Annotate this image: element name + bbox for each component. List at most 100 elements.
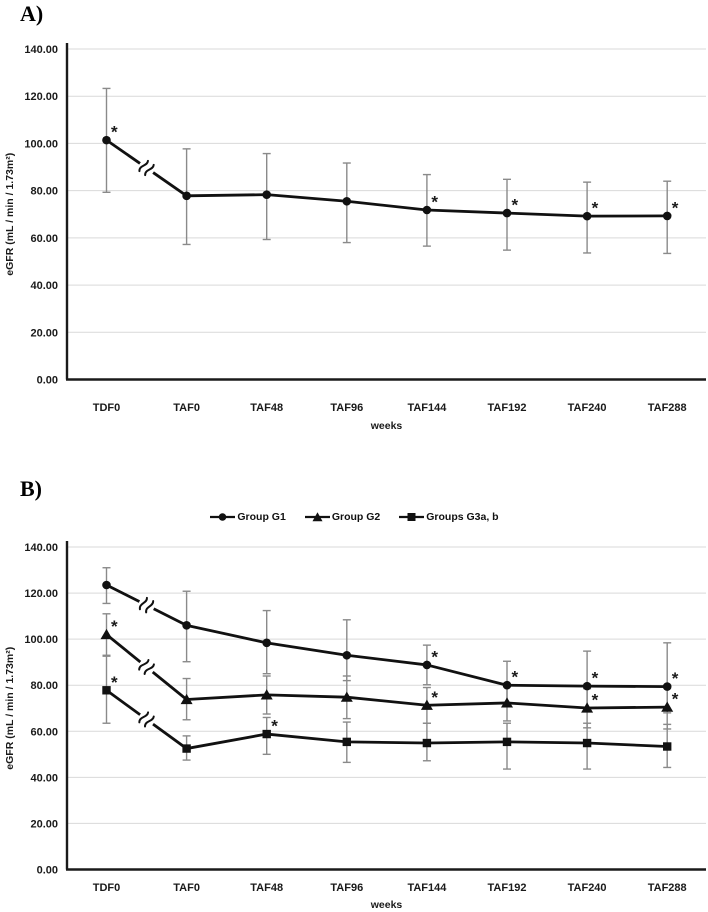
triangle-marker-icon [304, 512, 330, 522]
svg-text:TAF288: TAF288 [648, 882, 687, 894]
panel-a-line-chart: 140.00 120.00 100.00 80.00 60.00 40.00 20.00 0.… [4, 43, 706, 432]
svg-text:80.00: 80.00 [30, 680, 58, 692]
chart-a-axis-break-icon [137, 159, 156, 177]
data-point-marker [182, 621, 191, 630]
svg-text:60.00: 60.00 [30, 726, 58, 738]
svg-text:TAF288: TAF288 [648, 402, 687, 414]
data-point-marker [582, 738, 592, 748]
svg-text:TDF0: TDF0 [93, 402, 121, 414]
legend-item-group-g1: Group G1 [209, 511, 286, 523]
chart-b-series-3: ** [102, 673, 672, 753]
data-point-marker [502, 208, 512, 218]
svg-text:140.00: 140.00 [24, 44, 58, 56]
data-point-marker [100, 628, 113, 640]
data-point-marker [501, 697, 513, 708]
chart-a-y-tick-labels: 140.00 120.00 100.00 80.00 60.00 40.00 20.00 0.… [24, 44, 58, 387]
square-marker-icon [399, 513, 425, 521]
svg-text:TAF144: TAF144 [407, 402, 447, 414]
panel-b-legend: Group G1 Group G2 Groups G3a, b [0, 507, 708, 527]
svg-text:TAF240: TAF240 [568, 882, 607, 894]
svg-text:TAF144: TAF144 [407, 882, 447, 894]
legend-label-group-g1: Group G1 [237, 511, 286, 523]
data-point-marker [582, 681, 592, 691]
svg-text:140.00: 140.00 [24, 542, 58, 554]
svg-text:TAF192: TAF192 [488, 402, 527, 414]
legend-label-groups-g3ab: Groups G3a, b [426, 511, 499, 523]
legend-item-group-g2: Group G2 [304, 511, 380, 523]
significance-asterisk: * [672, 669, 679, 688]
chart-a-gridlines [67, 48, 706, 333]
data-point-marker [422, 205, 432, 215]
svg-text:TAF96: TAF96 [330, 882, 363, 894]
significance-asterisk: * [111, 123, 118, 142]
legend-label-group-g2: Group G2 [331, 511, 381, 523]
svg-text:80.00: 80.00 [30, 186, 58, 198]
data-point-marker [102, 580, 111, 590]
data-point-marker [182, 191, 191, 201]
chart-a-x-category-labels: TDF0 TAF0 TAF48 TAF96 TAF144 TAF192 TAF240 TAF2… [93, 402, 687, 414]
svg-text:TAF192: TAF192 [488, 882, 527, 894]
significance-asterisk: * [431, 193, 438, 212]
data-point-marker [102, 135, 111, 145]
svg-text:TAF0: TAF0 [173, 402, 200, 414]
svg-text:0.00: 0.00 [37, 375, 58, 387]
chart-a-axis-titles: weeks eGFR (mL / min / 1.73m²) [4, 153, 402, 432]
chart-b-series-1: * * * * [102, 580, 679, 691]
chart-b-axis-break-icon [137, 596, 156, 614]
significance-asterisk: * [512, 668, 519, 687]
svg-text:120.00: 120.00 [24, 588, 58, 600]
svg-text:TAF0: TAF0 [173, 882, 200, 894]
significance-asterisk: * [592, 199, 599, 218]
svg-text:40.00: 40.00 [30, 772, 58, 784]
svg-text:20.00: 20.00 [30, 818, 58, 830]
svg-text:20.00: 20.00 [30, 327, 58, 339]
chart-b-y-tick-labels: 140.00 120.00 100.00 80.00 60.00 40.00 20.00 0.… [24, 542, 58, 877]
significance-asterisk: * [672, 198, 679, 217]
data-point-marker [342, 196, 352, 206]
data-point-marker [262, 638, 272, 648]
svg-text:TDF0: TDF0 [93, 882, 121, 894]
svg-text:TAF48: TAF48 [250, 402, 283, 414]
chart-b-axis-break-icon [137, 711, 156, 728]
data-point-marker [262, 729, 271, 739]
circle-marker-icon [210, 513, 236, 521]
chart-b-series-2: * * * * [100, 617, 679, 713]
data-point-marker [342, 737, 351, 747]
legend-item-groups-g3ab: Groups G3a, b [398, 511, 499, 523]
data-point-marker [420, 699, 433, 710]
significance-asterisk: * [431, 688, 438, 707]
svg-text:weeks: weeks [370, 420, 403, 432]
panel-b-line-chart: 140.00 120.00 100.00 80.00 60.00 40.00 20.00 0.… [4, 541, 706, 911]
data-point-marker [180, 693, 193, 705]
data-point-marker [422, 738, 432, 748]
data-point-marker [661, 701, 674, 712]
chart-b-axis-break-icon [137, 658, 156, 676]
data-point-marker [182, 744, 191, 753]
data-point-marker [342, 650, 352, 660]
svg-text:weeks: weeks [370, 899, 403, 911]
data-point-marker [663, 742, 672, 751]
svg-text:TAF48: TAF48 [250, 882, 283, 894]
panel-b-label: B) [20, 476, 42, 501]
svg-text:0.00: 0.00 [37, 865, 58, 877]
chart-b-x-category-labels: TDF0 TAF0 TAF48 TAF96 TAF144 TAF192 TAF240 TAF2… [93, 882, 687, 894]
data-point-marker [260, 689, 273, 700]
significance-asterisk: * [512, 196, 519, 215]
data-point-marker [502, 737, 512, 747]
significance-asterisk: * [592, 669, 599, 688]
svg-text:eGFR (mL / min / 1.73m²): eGFR (mL / min / 1.73m²) [4, 647, 16, 770]
significance-asterisk: * [271, 717, 278, 736]
svg-text:100.00: 100.00 [24, 634, 58, 646]
significance-asterisk: * [592, 691, 599, 710]
data-point-marker [502, 680, 512, 690]
data-point-marker [662, 682, 672, 691]
panel-a-label: A) [20, 1, 44, 26]
data-point-marker [102, 686, 111, 695]
svg-text:TAF240: TAF240 [568, 402, 607, 414]
chart-a-axes [65, 43, 706, 381]
data-point-marker [422, 660, 432, 670]
data-point-marker [662, 211, 672, 221]
svg-text:TAF96: TAF96 [330, 402, 363, 414]
svg-text:40.00: 40.00 [30, 280, 58, 292]
